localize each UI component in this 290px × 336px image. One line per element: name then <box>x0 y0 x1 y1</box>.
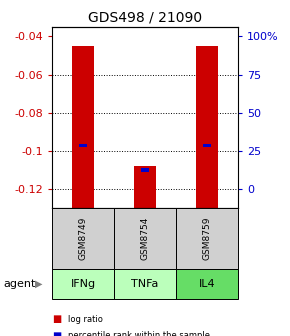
Text: GSM8759: GSM8759 <box>202 217 211 260</box>
Text: IFNg: IFNg <box>70 279 96 289</box>
Text: GSM8749: GSM8749 <box>79 217 88 260</box>
Text: ■: ■ <box>52 331 61 336</box>
Text: TNFa: TNFa <box>131 279 159 289</box>
Text: percentile rank within the sample: percentile rank within the sample <box>68 332 210 336</box>
Text: ▶: ▶ <box>35 279 43 289</box>
Text: ■: ■ <box>52 314 61 324</box>
Title: GDS498 / 21090: GDS498 / 21090 <box>88 10 202 24</box>
Bar <box>134 166 156 208</box>
Bar <box>141 168 149 172</box>
Text: log ratio: log ratio <box>68 315 103 324</box>
Text: IL4: IL4 <box>199 279 215 289</box>
Text: GSM8754: GSM8754 <box>140 217 150 260</box>
Bar <box>72 46 94 208</box>
Bar <box>203 144 211 147</box>
Bar <box>196 46 218 208</box>
Text: agent: agent <box>3 279 35 289</box>
Bar <box>79 144 87 147</box>
